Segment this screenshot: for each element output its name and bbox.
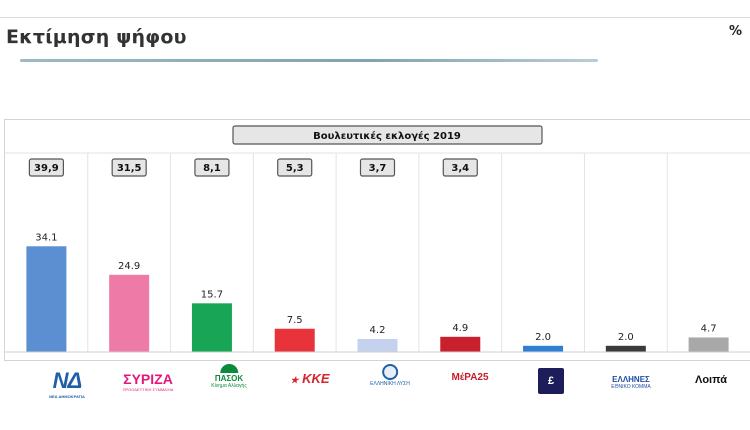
pasok-logo: ΠΑΣΟΚ Κίνημα Αλλαγής bbox=[211, 364, 247, 389]
page-title: Εκτίμηση ψήφου bbox=[6, 26, 187, 48]
comparison-value-label: 39,9 bbox=[34, 163, 59, 174]
european-party-logo: £ bbox=[538, 368, 564, 394]
bar bbox=[688, 337, 729, 352]
comparison-value-box bbox=[111, 158, 147, 177]
ellines-logo-sub: ΕΘΝΙΚΟ ΚΟΜΜΑ bbox=[611, 384, 651, 390]
pasok-logo-mark: ΠΑΣΟΚ bbox=[214, 374, 244, 383]
others-logo-mark: Λοιπά bbox=[695, 374, 727, 386]
bar bbox=[274, 328, 315, 352]
comparison-value-box bbox=[28, 158, 64, 177]
comparison-title: Βουλευτικές εκλογές 2019 bbox=[313, 130, 461, 142]
comparison-value-box bbox=[277, 158, 313, 177]
bar bbox=[523, 345, 564, 352]
bar bbox=[605, 345, 646, 352]
syriza-logo: ΣΥΡΙΖΑ ΠΡΟΟΔΕΥΤΙΚΗ ΣΥΜΜΑΧΙΑ bbox=[123, 371, 174, 392]
comparison-value-box bbox=[194, 158, 230, 177]
kke-logo: ★ ΚΚΕ bbox=[290, 371, 329, 386]
comparison-value-label: 31,5 bbox=[117, 163, 142, 174]
bar bbox=[191, 303, 232, 352]
el-logo-mark: ΕΛΛΗΝΙΚΗ ΛΥΣΗ bbox=[370, 381, 410, 387]
bar-value-label: 4.7 bbox=[701, 323, 717, 334]
emblem-icon bbox=[381, 364, 398, 380]
comparison-value-label: 5,3 bbox=[286, 163, 304, 174]
comparison-value-label: 3,7 bbox=[369, 163, 387, 174]
euro-logo-mark: £ bbox=[547, 375, 555, 387]
comparison-value-box bbox=[359, 158, 396, 177]
title-underline bbox=[20, 59, 598, 62]
syriza-logo-sub: ΠΡΟΟΔΕΥΤΙΚΗ ΣΥΜΜΑΧΙΑ bbox=[122, 387, 174, 392]
elliniki-lysi-logo: ΕΛΛΗΝΙΚΗ ΛΥΣΗ bbox=[370, 364, 410, 387]
top-rule bbox=[0, 17, 750, 18]
syriza-logo-mark: ΣΥΡΙΖΑ bbox=[123, 371, 173, 387]
comparison-value-label: 3,4 bbox=[451, 163, 469, 174]
bar bbox=[26, 246, 67, 352]
comparison-title-box bbox=[232, 125, 543, 145]
sun-icon bbox=[219, 364, 238, 373]
kke-logo-mark: ΚΚΕ bbox=[302, 371, 330, 386]
mera-logo-mark: ΜέΡΑ25 bbox=[451, 372, 489, 383]
bar-value-label: 2.0 bbox=[535, 332, 551, 343]
vote-estimate-chart: Βουλευτικές εκλογές 2019 39,9 31,5 8,1 5,3 3,… bbox=[5, 125, 750, 353]
bar-value-label: 2.0 bbox=[618, 332, 634, 343]
bar-value-label: 34.1 bbox=[35, 232, 57, 243]
bar-value-label: 4.2 bbox=[370, 325, 386, 336]
party-logos-row: ΝΔ ΝΕΑ ΔΗΜΟΚΡΑΤΙΑ ΣΥΡΙΖΑ ΠΡΟΟΔΕΥΤΙΚΗ ΣΥΜ… bbox=[0, 362, 750, 430]
star-icon: ★ bbox=[290, 375, 299, 385]
nd-logo: ΝΔ ΝΕΑ ΔΗΜΟΚΡΑΤΙΑ bbox=[49, 368, 85, 399]
bar bbox=[440, 336, 481, 352]
unit-label: % bbox=[728, 24, 742, 39]
mera25-logo: ΜέΡΑ25 bbox=[451, 372, 488, 383]
bar-value-label: 24.9 bbox=[118, 261, 140, 272]
bar bbox=[357, 338, 398, 352]
nd-logo-sub: ΝΕΑ ΔΗΜΟΚΡΑΤΙΑ bbox=[49, 394, 85, 399]
ellines-logo: ΕΛΛΗΝΕΣ ΕΘΝΙΚΟ ΚΟΜΜΑ bbox=[611, 375, 650, 390]
nd-logo-mark: ΝΔ bbox=[52, 368, 83, 393]
ellines-logo-mark: ΕΛΛΗΝΕΣ bbox=[612, 375, 650, 384]
bar-value-label: 7.5 bbox=[287, 315, 303, 326]
others-label: Λοιπά bbox=[695, 374, 727, 386]
bar-value-label: 15.7 bbox=[201, 289, 223, 300]
bar-value-label: 4.9 bbox=[452, 323, 468, 334]
bar bbox=[109, 274, 150, 352]
pasok-logo-sub: Κίνημα Αλλαγής bbox=[211, 383, 247, 389]
comparison-value-label: 8,1 bbox=[203, 163, 221, 174]
comparison-value-box bbox=[442, 158, 478, 177]
